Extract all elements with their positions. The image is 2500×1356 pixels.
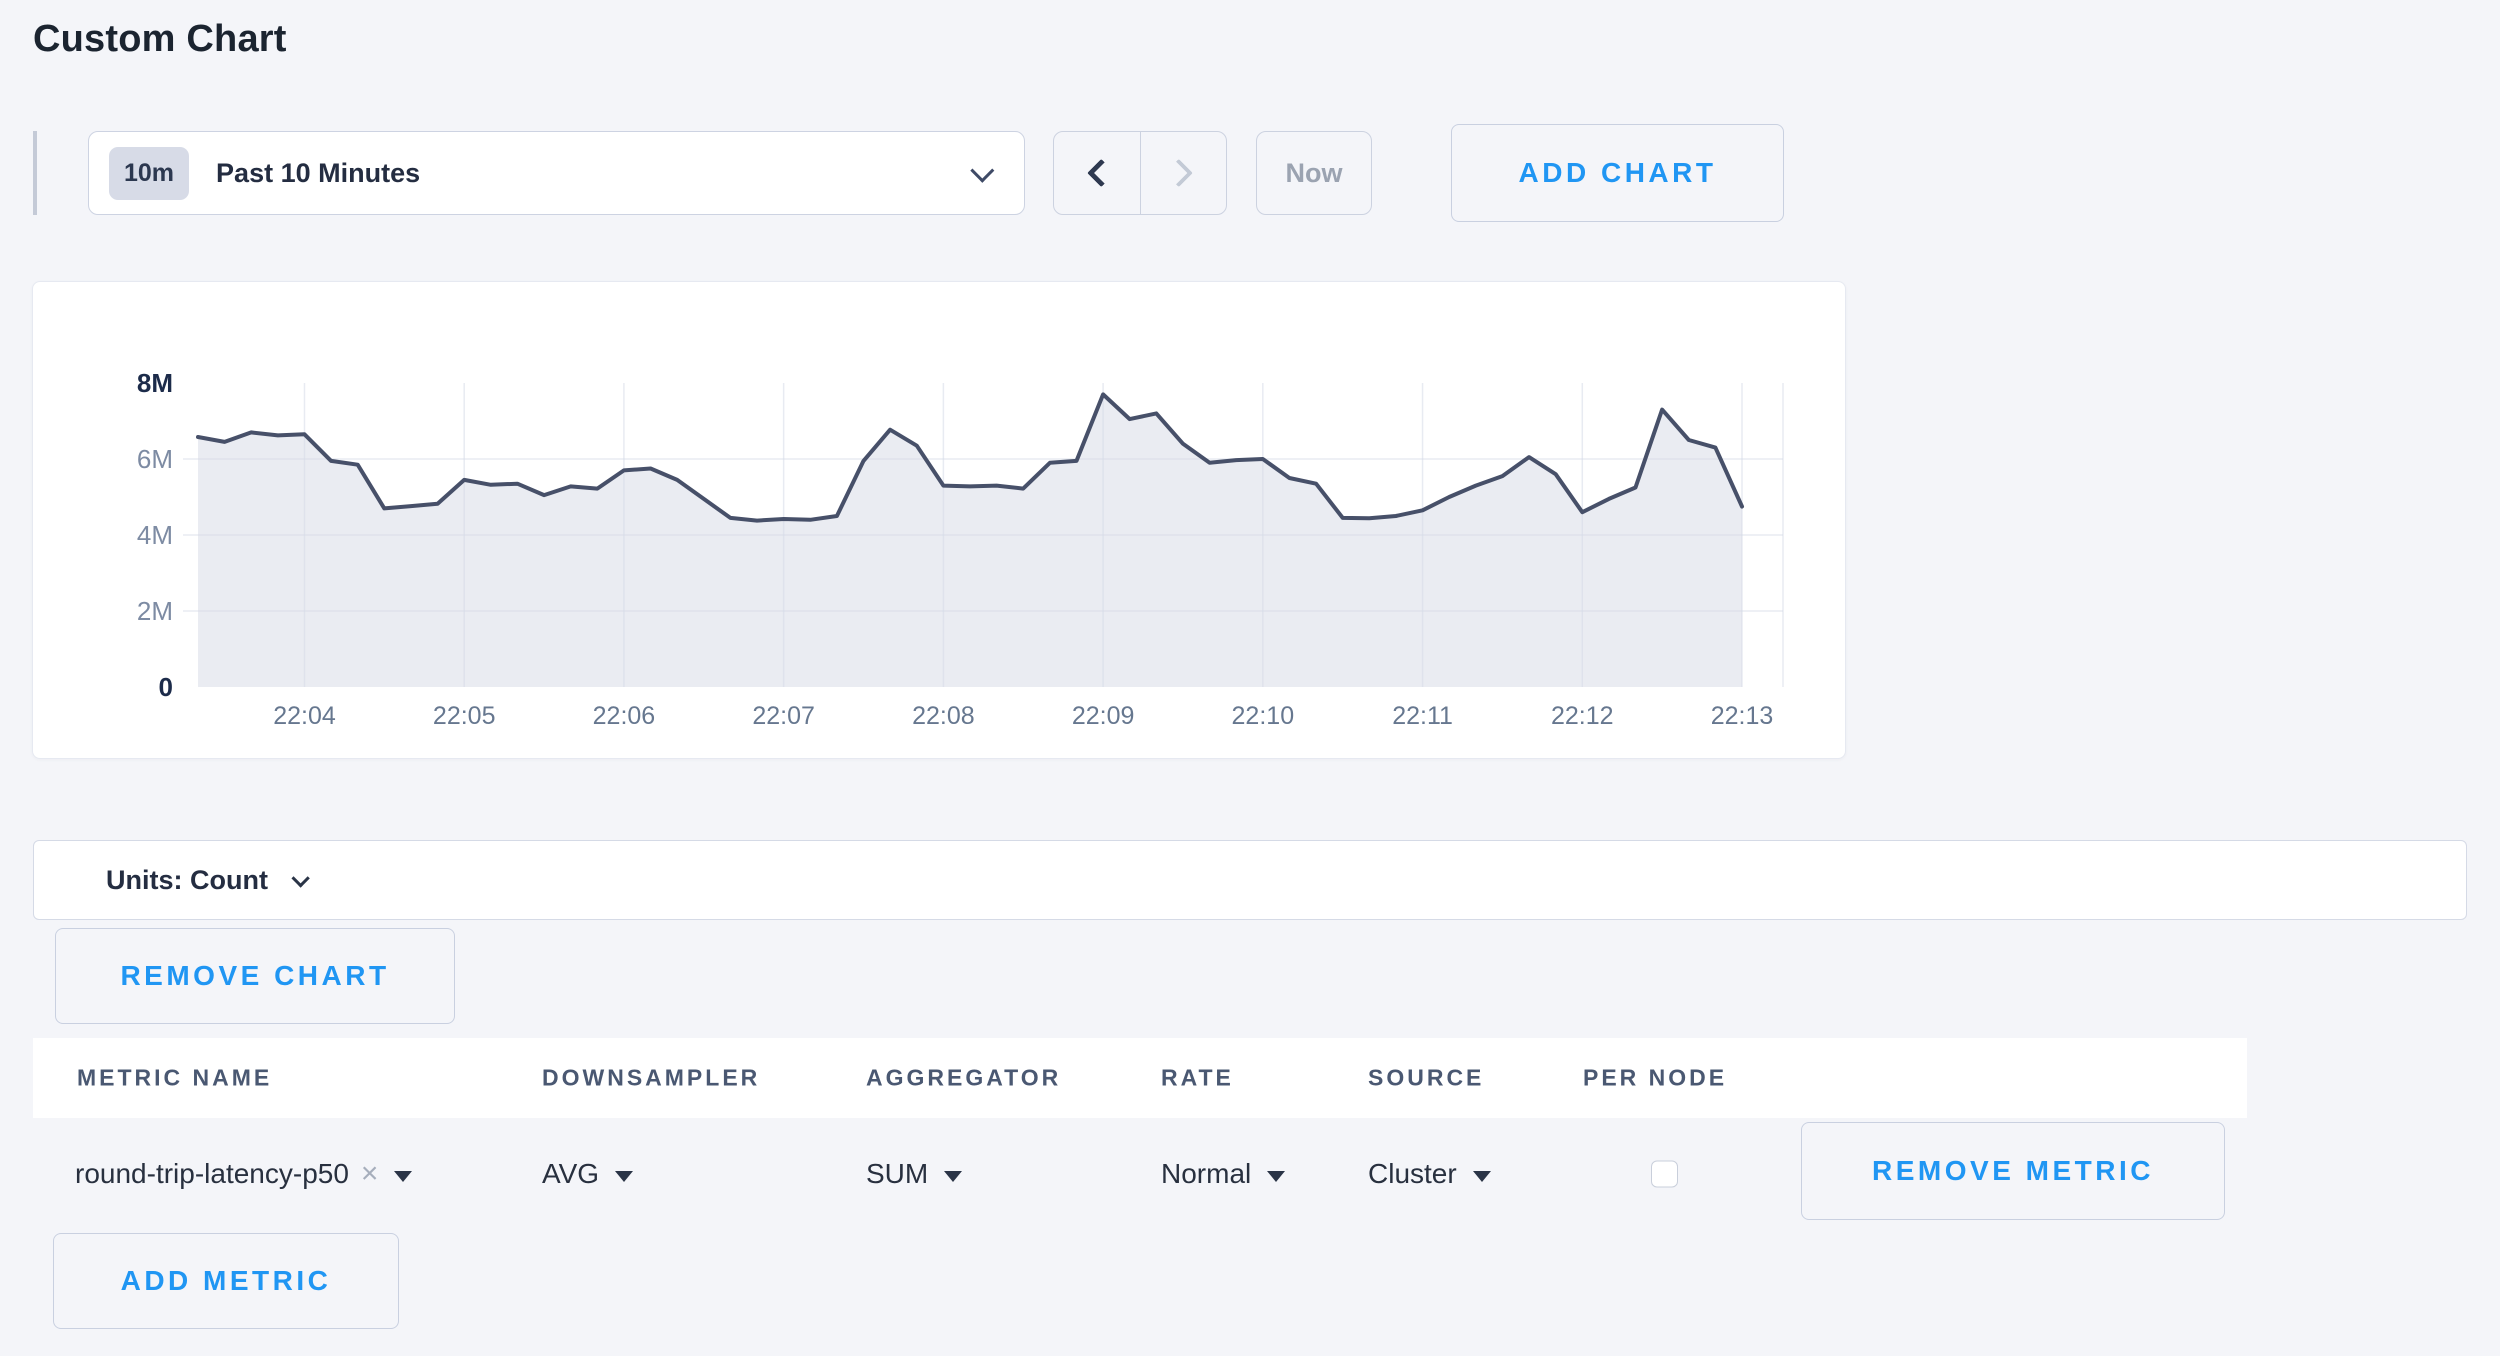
time-range-label: Past 10 Minutes xyxy=(216,157,421,188)
previous-time-button[interactable] xyxy=(1054,132,1140,214)
column-header-aggregator: AGGREGATOR xyxy=(866,1064,1062,1091)
svg-text:4M: 4M xyxy=(137,520,173,550)
svg-text:22:09: 22:09 xyxy=(1072,702,1135,730)
svg-text:22:08: 22:08 xyxy=(912,702,975,730)
column-header-metric-name: METRIC NAME xyxy=(77,1064,273,1091)
dropdown-caret-icon xyxy=(1267,1170,1286,1182)
column-header-rate: RATE xyxy=(1161,1064,1234,1091)
toolbar: 10m Past 10 Minutes Now ADD CHART xyxy=(33,124,1784,222)
next-time-button[interactable] xyxy=(1139,132,1227,214)
column-header-downsampler: DOWNSAMPLER xyxy=(542,1064,761,1091)
svg-text:22:07: 22:07 xyxy=(752,702,815,730)
per-node-checkbox[interactable] xyxy=(1651,1160,1678,1188)
svg-text:22:12: 22:12 xyxy=(1551,702,1614,730)
chevron-left-icon xyxy=(1086,158,1116,188)
dropdown-caret-icon xyxy=(944,1170,963,1182)
chevron-down-icon xyxy=(970,158,995,183)
svg-text:6M: 6M xyxy=(137,444,173,474)
column-header-source: SOURCE xyxy=(1368,1064,1485,1091)
per-node-cell xyxy=(1651,1160,1678,1188)
svg-text:2M: 2M xyxy=(137,596,173,626)
metric-table-row: round-trip-latency-p50 × AVG SUM Normal … xyxy=(33,1118,2247,1230)
svg-text:22:05: 22:05 xyxy=(433,702,496,730)
aggregator-dropdown[interactable]: SUM xyxy=(866,1158,963,1190)
add-chart-button[interactable]: ADD CHART xyxy=(1451,124,1784,222)
chart-card: 0 2M 4M 6M 8M 22:04 22:05 22:06 22:07 22:08 22:09 2… xyxy=(32,281,1846,759)
aggregator-value: SUM xyxy=(866,1158,929,1189)
svg-text:0: 0 xyxy=(159,672,173,702)
source-value: Cluster xyxy=(1368,1158,1457,1189)
chevron-right-icon xyxy=(1164,158,1194,188)
metrics-table-header: METRIC NAME DOWNSAMPLER AGGREGATOR RATE … xyxy=(33,1038,2247,1118)
timeseries-chart: 0 2M 4M 6M 8M 22:04 22:05 22:06 22:07 22:08 22:09 2… xyxy=(137,368,1784,730)
svg-text:22:13: 22:13 xyxy=(1711,702,1774,730)
clear-metric-icon[interactable]: × xyxy=(360,1157,379,1190)
now-button[interactable]: Now xyxy=(1256,131,1372,215)
svg-text:22:10: 22:10 xyxy=(1232,702,1295,730)
page-title: Custom Chart xyxy=(33,18,287,60)
metric-name-dropdown[interactable]: round-trip-latency-p50 × xyxy=(75,1157,413,1191)
source-dropdown[interactable]: Cluster xyxy=(1368,1158,1491,1190)
dropdown-caret-icon xyxy=(394,1170,413,1182)
column-header-per-node: PER NODE xyxy=(1583,1064,1728,1091)
metric-name-value: round-trip-latency-p50 xyxy=(75,1158,349,1189)
svg-text:22:04: 22:04 xyxy=(273,702,336,730)
dropdown-caret-icon xyxy=(615,1170,634,1182)
toolbar-accent-bar xyxy=(33,131,37,215)
time-range-dropdown[interactable]: 10m Past 10 Minutes xyxy=(88,131,1025,215)
add-metric-button[interactable]: ADD METRIC xyxy=(53,1233,399,1329)
time-range-badge: 10m xyxy=(109,146,190,200)
downsampler-dropdown[interactable]: AVG xyxy=(542,1158,634,1190)
downsampler-value: AVG xyxy=(542,1158,600,1189)
chevron-down-icon xyxy=(291,868,310,888)
remove-metric-button[interactable]: REMOVE METRIC xyxy=(1801,1122,2225,1220)
units-label: Units: Count xyxy=(106,864,268,895)
rate-dropdown[interactable]: Normal xyxy=(1161,1158,1286,1190)
svg-text:22:06: 22:06 xyxy=(593,702,656,730)
svg-text:8M: 8M xyxy=(137,368,173,398)
svg-text:22:11: 22:11 xyxy=(1392,702,1453,730)
rate-value: Normal xyxy=(1161,1158,1252,1189)
remove-chart-button[interactable]: REMOVE CHART xyxy=(55,928,455,1024)
time-step-button-group xyxy=(1053,131,1227,215)
dropdown-caret-icon xyxy=(1472,1170,1491,1182)
units-dropdown[interactable]: Units: Count xyxy=(33,840,2467,920)
